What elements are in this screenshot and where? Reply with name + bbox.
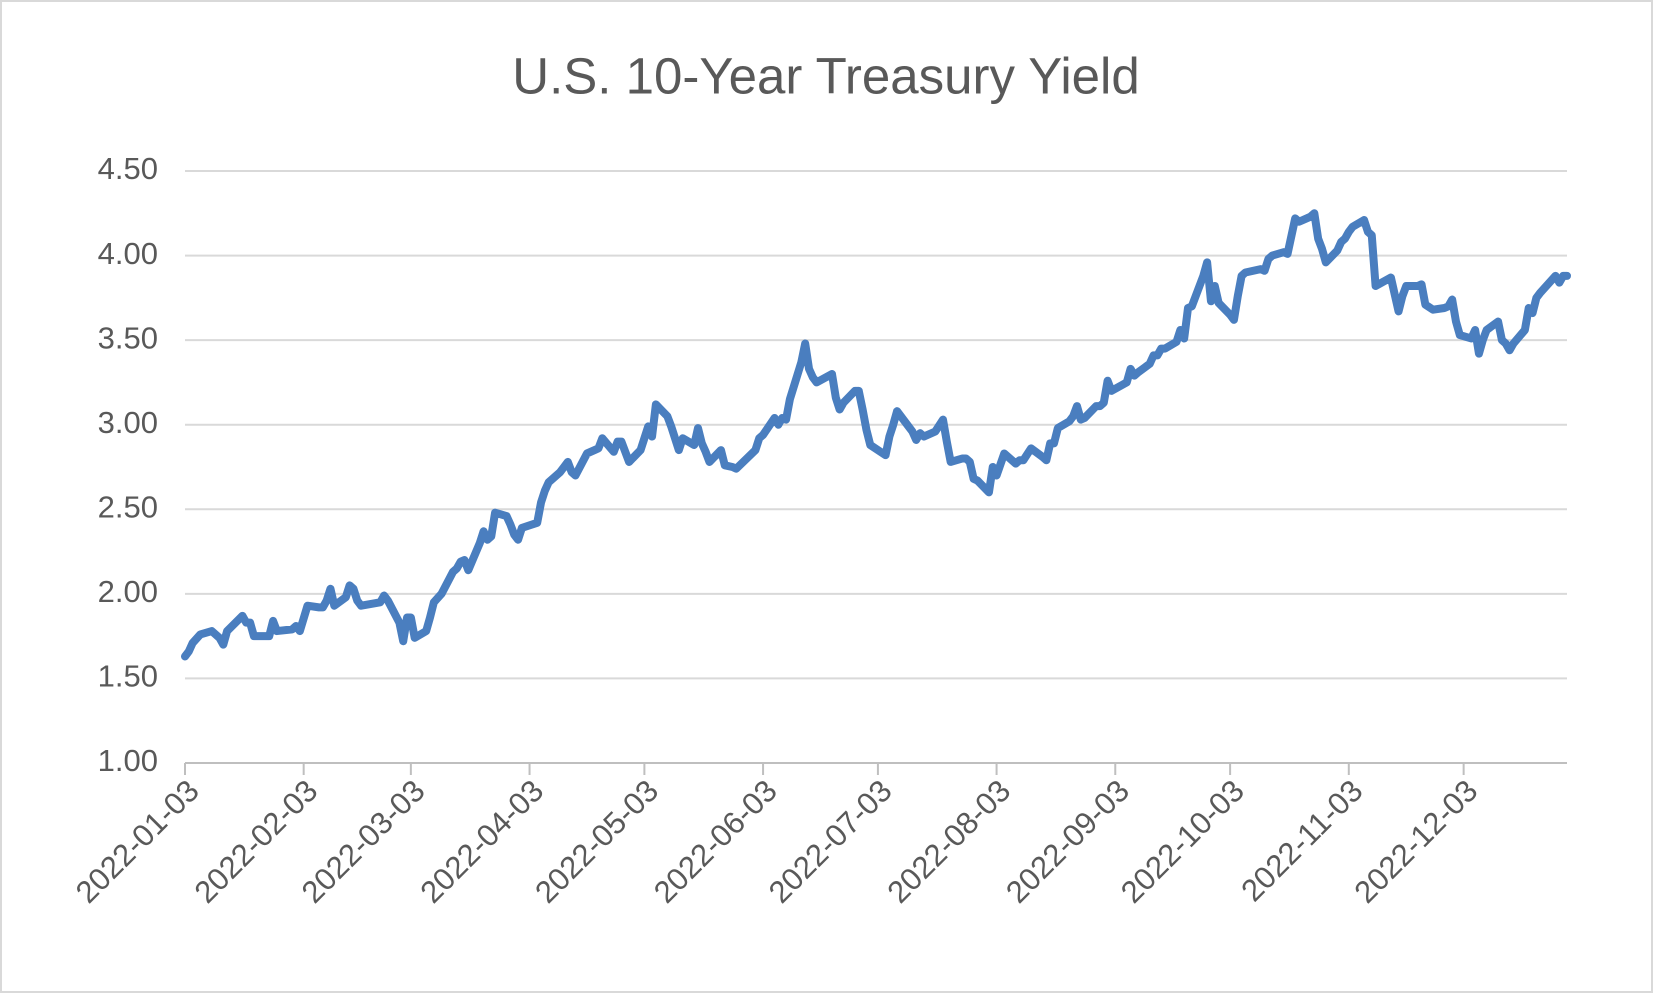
y-tick-label: 3.50: [98, 320, 158, 355]
yield-line: [181, 209, 1571, 661]
y-tick-label: 1.50: [98, 659, 158, 694]
y-tick-label: 1.00: [98, 743, 158, 778]
y-tick-label: 4.50: [98, 151, 158, 186]
y-tick-label: 2.00: [98, 574, 158, 609]
y-tick-label: 2.50: [98, 489, 158, 524]
y-tick-label: 3.00: [98, 405, 158, 440]
chart-title: U.S. 10-Year Treasury Yield: [512, 47, 1139, 104]
y-tick-label: 4.00: [98, 236, 158, 271]
